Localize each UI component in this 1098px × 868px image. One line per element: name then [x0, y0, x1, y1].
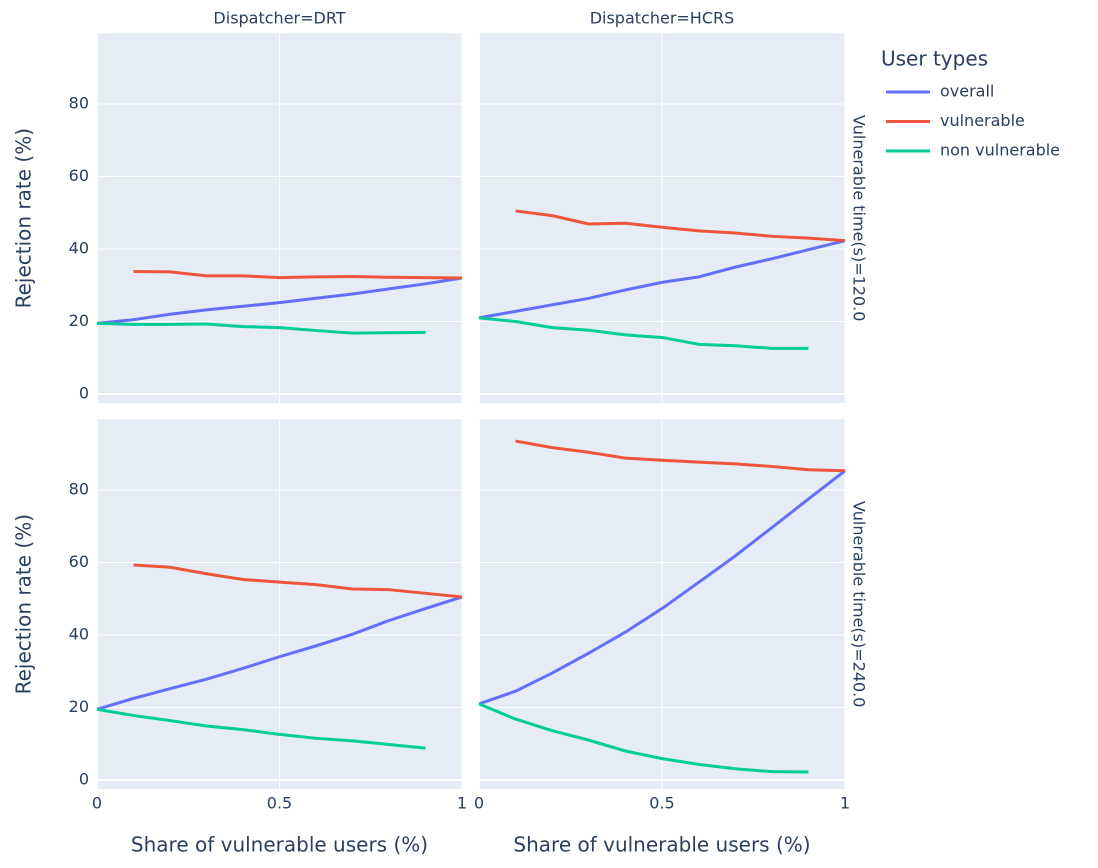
series-line	[515, 439, 846, 473]
series-line	[96, 321, 426, 335]
y-tick-label: 60	[69, 166, 89, 185]
facet-column-label: Dispatcher=DRT	[213, 9, 345, 28]
x-tick-label: 0.5	[267, 794, 292, 813]
series-line	[96, 707, 426, 750]
series-line	[96, 276, 463, 325]
facet-row-label: Vulnerable time(s)=120.0	[850, 115, 869, 322]
series-line	[478, 239, 846, 320]
series-line	[133, 269, 463, 280]
y-tick-label: 20	[69, 311, 89, 330]
y-tick-label: 80	[69, 94, 89, 113]
y-tick-label: 0	[79, 770, 89, 789]
y-tick-label: 40	[69, 239, 89, 258]
x-axis-title: Share of vulnerable users (%)	[513, 833, 810, 857]
series-line	[515, 209, 846, 243]
y-tick-label: 20	[69, 697, 89, 716]
legend-label: overall	[940, 82, 994, 101]
legend-title: User types	[881, 47, 988, 71]
series-line	[478, 469, 846, 706]
legend-label: non vulnerable	[940, 141, 1060, 160]
series-line	[133, 563, 463, 599]
x-tick-label: 1	[457, 794, 467, 813]
facet-row-label: Vulnerable time(s)=240.0	[850, 501, 869, 708]
facet-column-label: Dispatcher=HCRS	[590, 9, 735, 28]
y-axis-title: Rejection rate (%)	[12, 128, 36, 308]
y-tick-label: 60	[69, 552, 89, 571]
series-line	[96, 595, 463, 711]
y-tick-label: 80	[69, 480, 89, 499]
series-line	[478, 702, 809, 774]
y-tick-label: 40	[69, 625, 89, 644]
y-axis-title: Rejection rate (%)	[12, 514, 36, 694]
x-axis-title: Share of vulnerable users (%)	[131, 833, 428, 857]
x-tick-label: 0.5	[649, 794, 674, 813]
x-tick-label: 0	[92, 794, 102, 813]
legend-label: vulnerable	[940, 111, 1025, 130]
x-tick-label: 0	[474, 794, 484, 813]
x-tick-label: 1	[840, 794, 850, 813]
y-tick-label: 0	[79, 384, 89, 403]
series-line	[478, 316, 809, 350]
